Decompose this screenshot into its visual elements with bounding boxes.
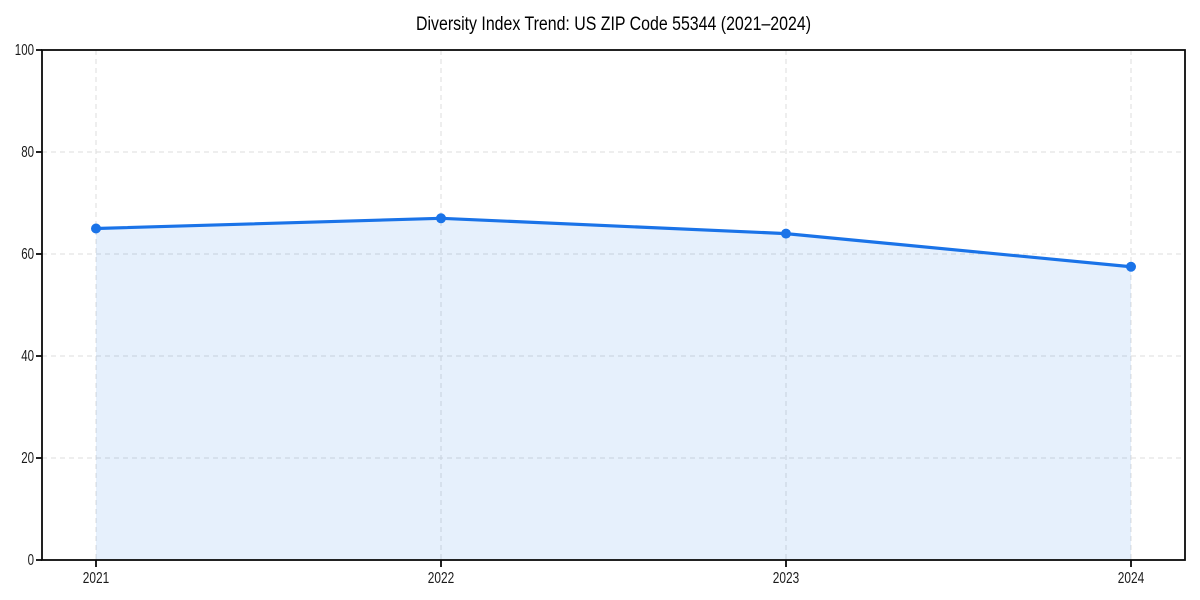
trend-line — [94, 216, 1133, 269]
x-tick-label: 2024 — [1118, 570, 1144, 587]
y-tick-label: 80 — [21, 144, 34, 161]
x-tick-label: 2023 — [773, 570, 799, 587]
y-tick-label: 60 — [21, 246, 34, 263]
data-point-2021 — [91, 223, 101, 234]
chart-title: Diversity Index Trend: US ZIP Code 55344… — [416, 13, 811, 35]
x-tick-label: 2021 — [83, 570, 109, 587]
plot-border — [41, 49, 1186, 561]
data-point-2022 — [436, 213, 446, 224]
data-point-2023 — [781, 228, 791, 239]
y-tick-label: 20 — [21, 450, 34, 467]
x-tick-label: 2022 — [428, 570, 454, 587]
y-tick-label: 100 — [15, 42, 34, 59]
area-fill — [96, 218, 1131, 561]
y-tick-label: 40 — [21, 348, 34, 365]
y-tick-label: 0 — [28, 552, 34, 569]
data-point-2024 — [1126, 261, 1136, 272]
